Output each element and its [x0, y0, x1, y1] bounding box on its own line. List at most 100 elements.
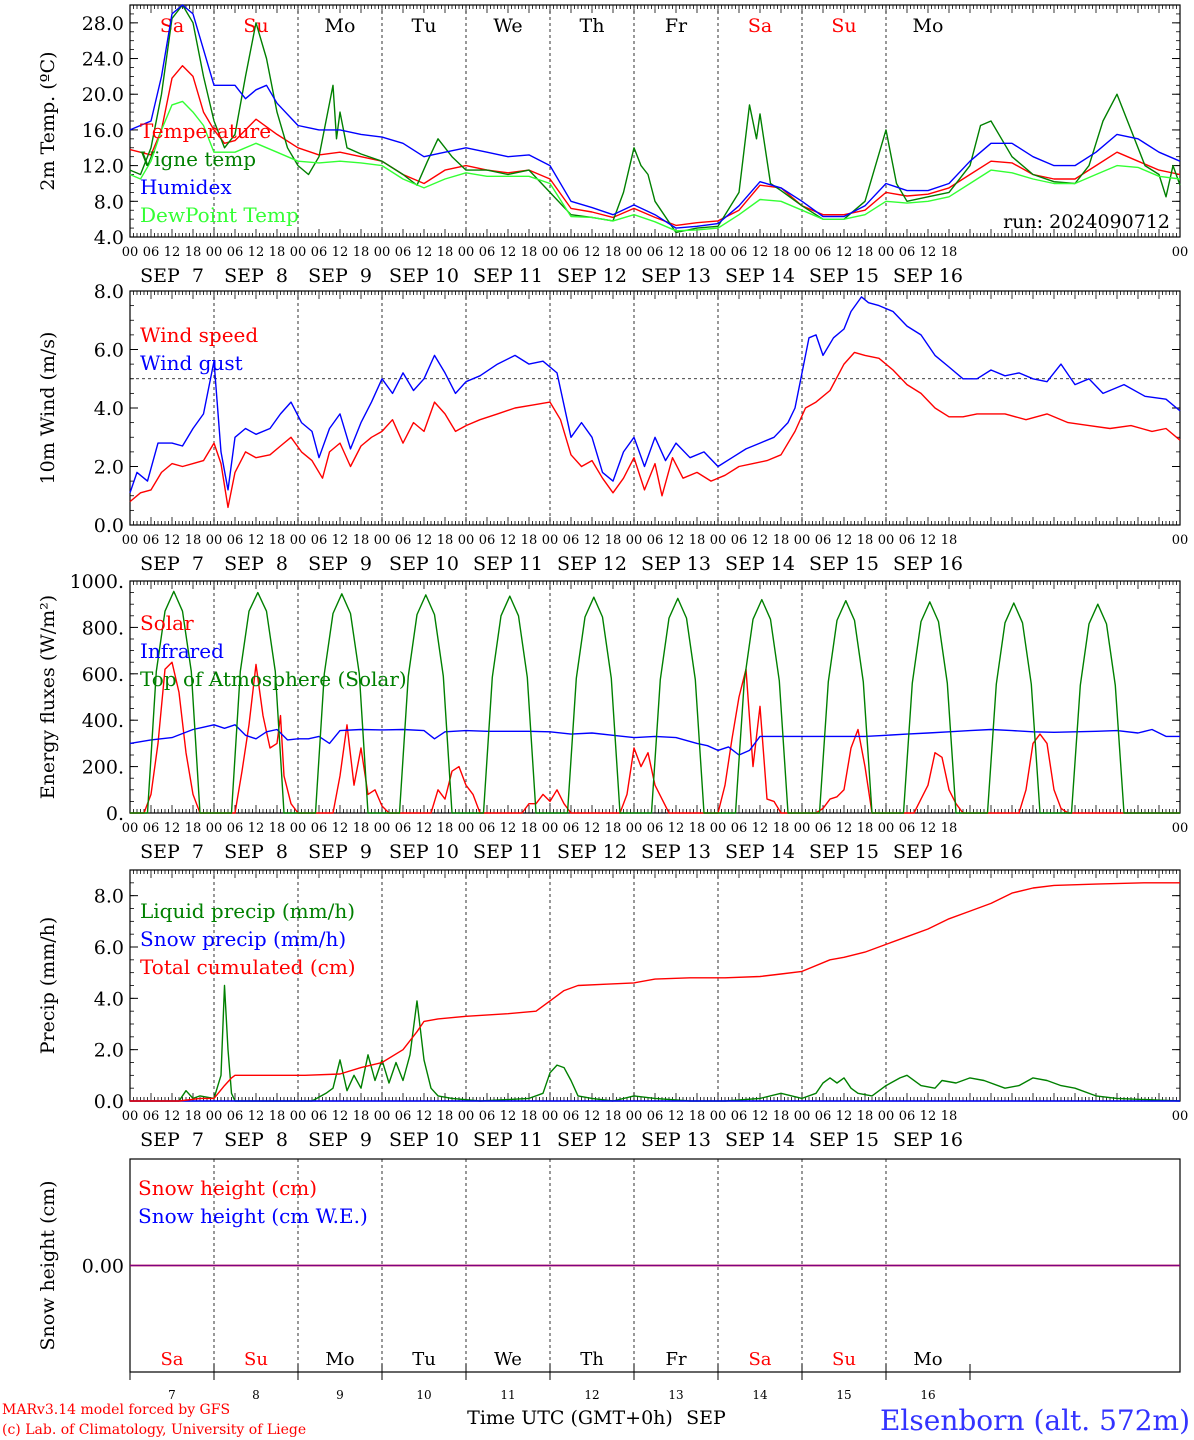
hour-tick-label: 18 — [941, 533, 958, 548]
hour-tick-label: 12 — [584, 1109, 601, 1124]
hour-tick-label: 00 — [122, 533, 139, 548]
series-line-precip-2 — [130, 882, 1180, 1102]
hour-tick-label: 00 — [542, 245, 559, 260]
hour-tick-label: 12 — [584, 245, 601, 260]
date-label: SEP 16 — [893, 553, 963, 575]
x-axis-month: SEP — [686, 1407, 726, 1429]
date-label: SEP 7 — [140, 841, 204, 863]
legend-entry: Humidex — [140, 175, 232, 199]
hour-tick-label: 00 — [374, 1109, 391, 1124]
day-name-label: We — [494, 1349, 522, 1370]
hour-tick-label: 06 — [311, 821, 328, 836]
hour-tick-label: 00 — [794, 1109, 811, 1124]
hour-tick-label: 18 — [857, 1109, 874, 1124]
date-label: SEP 11 — [473, 841, 543, 863]
hour-tick-label: 06 — [899, 1109, 916, 1124]
series-line-wind-1 — [129, 296, 1181, 494]
date-label: SEP 12 — [557, 841, 627, 863]
hour-tick-label: 00 — [458, 821, 475, 836]
y-tick-label: 0. — [106, 803, 124, 825]
station-name: Elsenborn (alt. 572m) — [880, 1404, 1190, 1437]
hour-tick-label: 00 — [710, 1109, 727, 1124]
hour-tick-label: 12 — [416, 1109, 433, 1124]
hour-tick-label: 00 — [1172, 533, 1189, 548]
date-label: SEP 15 — [809, 841, 879, 863]
date-label: SEP 14 — [725, 553, 795, 575]
day-name-label: Fr — [665, 15, 688, 37]
panel-energy: 00 06 12 18 00 06 12 18 00 06 12 18 00 06 12 18 00 06 12 18… — [37, 571, 1188, 863]
hour-tick-label: 06 — [479, 245, 496, 260]
hour-tick-label: 00 — [206, 1109, 223, 1124]
hour-tick-label: 00 — [374, 821, 391, 836]
y-tick-label: 6.0 — [94, 340, 124, 362]
hour-tick-label: 00 — [290, 533, 307, 548]
hour-tick-label: 06 — [395, 245, 412, 260]
hour-tick-label: 06 — [311, 245, 328, 260]
legend-entry: Total cumulated (cm) — [140, 955, 356, 979]
hour-tick-label: 18 — [521, 533, 538, 548]
hour-tick-label: 12 — [920, 821, 937, 836]
hour-tick-label: 06 — [395, 1109, 412, 1124]
hour-tick-label: 18 — [269, 245, 286, 260]
hour-tick-label: 06 — [227, 245, 244, 260]
day-number-label: 16 — [920, 1388, 935, 1402]
day-number-label: 12 — [584, 1388, 599, 1402]
day-name-label: We — [493, 15, 522, 37]
panels: 00 06 12 18 00 06 12 18 00 06 12 18 00 06 12 18 00 06 12 18… — [37, 4, 1189, 1402]
hour-tick-label: 00 — [794, 245, 811, 260]
panel-wind: 00 06 12 18 00 06 12 18 00 06 12 18 00 06 12 18 00 06 12 18… — [37, 281, 1188, 575]
hour-tick-label: 06 — [311, 533, 328, 548]
hour-tick-label: 18 — [353, 1109, 370, 1124]
hour-tick-label: 06 — [143, 1109, 160, 1124]
hour-tick-label: 00 — [458, 245, 475, 260]
hour-tick-label: 12 — [332, 821, 349, 836]
hour-tick-label: 18 — [269, 1109, 286, 1124]
hour-tick-label: 06 — [479, 533, 496, 548]
hour-tick-label: 00 — [458, 533, 475, 548]
hour-tick-label: 06 — [647, 1109, 664, 1124]
day-number-label: 14 — [752, 1388, 768, 1402]
hour-tick-label: 06 — [899, 245, 916, 260]
hour-tick-label: 00 — [542, 821, 559, 836]
series-line-temperature-2 — [129, 4, 1181, 229]
day-name-label: Su — [832, 1349, 856, 1370]
date-label: SEP 13 — [641, 841, 711, 863]
date-label: SEP 12 — [557, 265, 627, 287]
hour-tick-label: 18 — [437, 1109, 454, 1124]
date-label: SEP 8 — [224, 265, 288, 287]
hour-tick-label: 18 — [269, 533, 286, 548]
hour-tick-label: 12 — [668, 1109, 685, 1124]
date-label: SEP 13 — [641, 553, 711, 575]
panel-temperature: 00 06 12 18 00 06 12 18 00 06 12 18 00 06 12 18 00 06 12 18… — [37, 4, 1189, 287]
hour-tick-label: 18 — [689, 533, 706, 548]
y-tick-label: 0.00 — [82, 1256, 124, 1278]
hour-tick-label: 12 — [248, 821, 265, 836]
hour-tick-label: 06 — [815, 245, 832, 260]
hour-tick-label: 00 — [542, 1109, 559, 1124]
hour-tick-label: 06 — [899, 533, 916, 548]
hour-tick-label: 18 — [353, 821, 370, 836]
hour-tick-label: 12 — [836, 1109, 853, 1124]
hour-tick-label: 00 — [710, 245, 727, 260]
hour-tick-label: 18 — [689, 821, 706, 836]
hour-tick-label: 00 — [1172, 245, 1189, 260]
y-tick-label: 2.0 — [94, 1040, 124, 1062]
hour-tick-label: 18 — [521, 1109, 538, 1124]
day-name-label: Sa — [748, 15, 772, 37]
date-label: SEP 8 — [224, 553, 288, 575]
hour-tick-label: 18 — [773, 245, 790, 260]
date-label: SEP 16 — [893, 265, 963, 287]
hour-tick-label: 06 — [227, 1109, 244, 1124]
day-name-label: Th — [580, 15, 605, 37]
hour-tick-label: 18 — [857, 821, 874, 836]
hour-tick-label: 12 — [500, 533, 517, 548]
hour-tick-label: 00 — [1172, 821, 1189, 836]
hour-tick-label: 06 — [563, 1109, 580, 1124]
hour-tick-label: 18 — [605, 533, 622, 548]
hour-tick-label: 18 — [521, 245, 538, 260]
date-label: SEP 11 — [473, 1129, 543, 1151]
y-tick-label: 8.0 — [94, 281, 124, 303]
hour-tick-label: 06 — [731, 1109, 748, 1124]
hour-tick-label: 18 — [437, 533, 454, 548]
